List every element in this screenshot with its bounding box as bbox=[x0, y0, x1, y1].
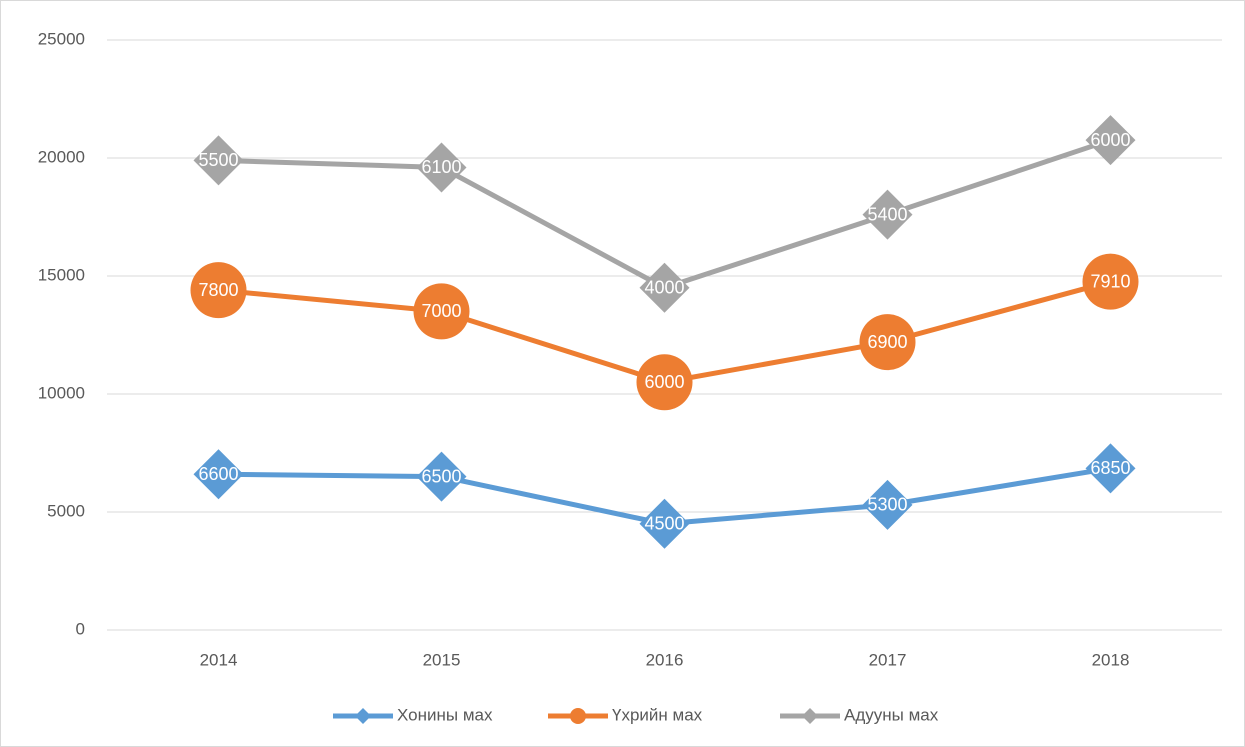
y-tick-label: 25000 bbox=[38, 29, 85, 48]
data-label: 5300 bbox=[867, 495, 907, 515]
data-label: 5500 bbox=[198, 150, 238, 170]
series: 6600 6500 4500 5300 6850 bbox=[193, 443, 1136, 549]
legend-item: Адууны мах bbox=[780, 705, 939, 724]
data-point bbox=[413, 283, 470, 340]
data-point bbox=[193, 449, 244, 500]
data-label: 7800 bbox=[198, 280, 238, 300]
legend-item: Хонины мах bbox=[333, 705, 493, 724]
data-point bbox=[416, 451, 467, 502]
data-label: 4500 bbox=[644, 514, 684, 534]
data-label: 6000 bbox=[644, 372, 684, 392]
data-point bbox=[1085, 115, 1136, 166]
data-point bbox=[862, 479, 913, 530]
legend-label: Үхрийн мах bbox=[612, 705, 703, 724]
data-point bbox=[416, 142, 467, 193]
x-tick-label: 2014 bbox=[200, 650, 238, 669]
data-point bbox=[859, 314, 916, 371]
data-label: 6600 bbox=[198, 464, 238, 484]
series: 7800 7000 6000 6900 7910 bbox=[190, 253, 1139, 411]
data-label: 6850 bbox=[1090, 458, 1130, 478]
data-label: 4000 bbox=[644, 278, 684, 298]
data-label: 7910 bbox=[1090, 271, 1130, 291]
data-label: 6000 bbox=[1090, 130, 1130, 150]
y-tick-label: 10000 bbox=[38, 383, 85, 402]
legend-marker bbox=[570, 708, 586, 724]
legend-item: Үхрийн мах bbox=[548, 705, 703, 724]
data-point bbox=[636, 354, 693, 411]
x-tick-label: 2015 bbox=[423, 650, 461, 669]
data-label: 6100 bbox=[421, 157, 461, 177]
y-tick-label: 20000 bbox=[38, 147, 85, 166]
data-point bbox=[1082, 253, 1139, 310]
x-tick-label: 2016 bbox=[646, 650, 684, 669]
data-label: 6500 bbox=[421, 466, 461, 486]
legend-marker bbox=[355, 708, 371, 724]
legend-marker bbox=[802, 708, 818, 724]
data-point bbox=[639, 498, 690, 549]
y-tick-label: 5000 bbox=[47, 501, 85, 520]
x-tick-label: 2018 bbox=[1092, 650, 1130, 669]
data-label: 5400 bbox=[867, 204, 907, 224]
data-point bbox=[193, 135, 244, 186]
data-label: 6900 bbox=[867, 332, 907, 352]
data-point bbox=[1085, 443, 1136, 494]
data-point bbox=[639, 262, 690, 313]
data-point bbox=[862, 189, 913, 240]
y-tick-label: 0 bbox=[76, 619, 85, 638]
legend-label: Хонины мах bbox=[397, 705, 493, 724]
x-tick-label: 2017 bbox=[869, 650, 907, 669]
series: 5500 6100 4000 5400 6000 bbox=[193, 115, 1136, 313]
legend-label: Адууны мах bbox=[844, 705, 939, 724]
y-tick-label: 15000 bbox=[38, 265, 85, 284]
data-label: 7000 bbox=[421, 301, 461, 321]
data-point bbox=[190, 262, 247, 319]
